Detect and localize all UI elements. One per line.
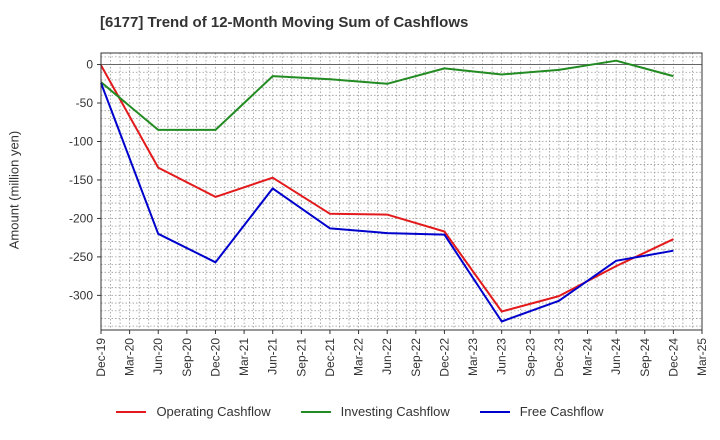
x-tick-label: Dec-19 [94, 338, 108, 377]
chart-title: [6177] Trend of 12-Month Moving Sum of C… [100, 14, 469, 31]
legend: Operating Cashflow Investing Cashflow Fr… [0, 404, 720, 419]
plot-frame [100, 52, 703, 331]
x-tick-label: Jun-22 [380, 338, 394, 375]
x-tick-label: Sep-20 [180, 338, 194, 377]
x-tick-labels: Dec-19 Mar-20 Jun-20 Sep-20 Dec-20 Mar-21 Jun-… [94, 330, 709, 377]
x-tick-label: Dec-22 [437, 338, 451, 377]
legend-swatch-investing [300, 410, 331, 413]
plot-border [100, 52, 703, 331]
x-tick-label: Jun-23 [495, 338, 509, 375]
x-tick-label: Dec-20 [208, 338, 222, 377]
x-tick-label: Dec-23 [552, 338, 566, 377]
y-tick-label: -250 [69, 250, 93, 264]
legend-item-investing: Investing Cashflow [300, 404, 450, 419]
y-tick-label: -300 [69, 288, 93, 302]
x-tick-label: Dec-21 [323, 338, 337, 377]
series-lines [100, 59, 674, 323]
y-tick-labels: 0 -50 -100 -150 -200 -250 -300 [69, 58, 101, 302]
legend-swatch-operating [116, 410, 147, 413]
x-tick-label: Mar-21 [237, 338, 251, 376]
x-tick-label: Dec-24 [666, 338, 680, 377]
y-tick-label: -200 [69, 211, 93, 225]
legend-item-free: Free Cashflow [479, 404, 604, 419]
x-tick-label: Sep-23 [523, 338, 537, 377]
legend-item-operating: Operating Cashflow [116, 404, 271, 419]
x-tick-label: Jun-20 [151, 338, 165, 375]
series-line-2 [100, 82, 674, 323]
y-tick-label: -50 [76, 96, 94, 110]
legend-label-investing: Investing Cashflow [340, 404, 450, 419]
x-tick-label: Sep-24 [638, 338, 652, 377]
y-tick-label: 0 [86, 58, 93, 72]
x-tick-label: Jun-21 [266, 338, 280, 375]
x-tick-label: Jun-24 [609, 338, 623, 375]
series-line-1 [100, 59, 674, 131]
x-tick-label: Mar-22 [352, 338, 366, 376]
legend-label-operating: Operating Cashflow [156, 404, 271, 419]
series-line-0 [100, 64, 674, 313]
x-tick-label: Mar-25 [695, 338, 709, 376]
x-tick-label: Mar-23 [466, 338, 480, 376]
y-tick-label: -100 [69, 134, 93, 148]
x-tick-label: Mar-24 [581, 338, 595, 376]
x-tick-label: Sep-22 [409, 338, 423, 377]
legend-swatch-free [479, 410, 510, 413]
grid-lines [101, 53, 702, 330]
legend-label-free: Free Cashflow [519, 404, 604, 419]
x-tick-label: Sep-21 [294, 338, 308, 377]
y-tick-label: -150 [69, 173, 93, 187]
x-tick-label: Mar-20 [123, 338, 137, 376]
